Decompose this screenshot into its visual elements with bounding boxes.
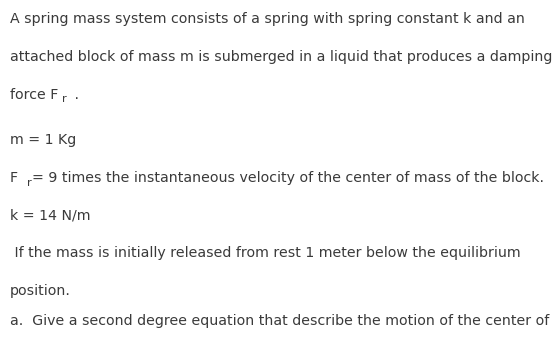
- Text: = 9 times the instantaneous velocity of the center of mass of the block.: = 9 times the instantaneous velocity of …: [32, 171, 544, 185]
- Text: k = 14 N/m: k = 14 N/m: [10, 209, 90, 223]
- Text: m = 1 Kg: m = 1 Kg: [10, 133, 76, 147]
- Text: force F: force F: [10, 88, 58, 102]
- Text: If the mass is initially released from rest 1 meter below the equilibrium: If the mass is initially released from r…: [10, 246, 521, 260]
- Text: F: F: [10, 171, 18, 185]
- Text: a.  Give a second degree equation that describe the motion of the center of: a. Give a second degree equation that de…: [10, 314, 549, 328]
- Text: .: .: [70, 88, 79, 102]
- Text: position.: position.: [10, 284, 71, 298]
- Text: attached block of mass m is submerged in a liquid that produces a damping: attached block of mass m is submerged in…: [10, 50, 552, 64]
- Text: A spring mass system consists of a spring with spring constant k and an: A spring mass system consists of a sprin…: [10, 12, 525, 26]
- Text: r: r: [62, 94, 67, 104]
- Text: r: r: [27, 178, 32, 188]
